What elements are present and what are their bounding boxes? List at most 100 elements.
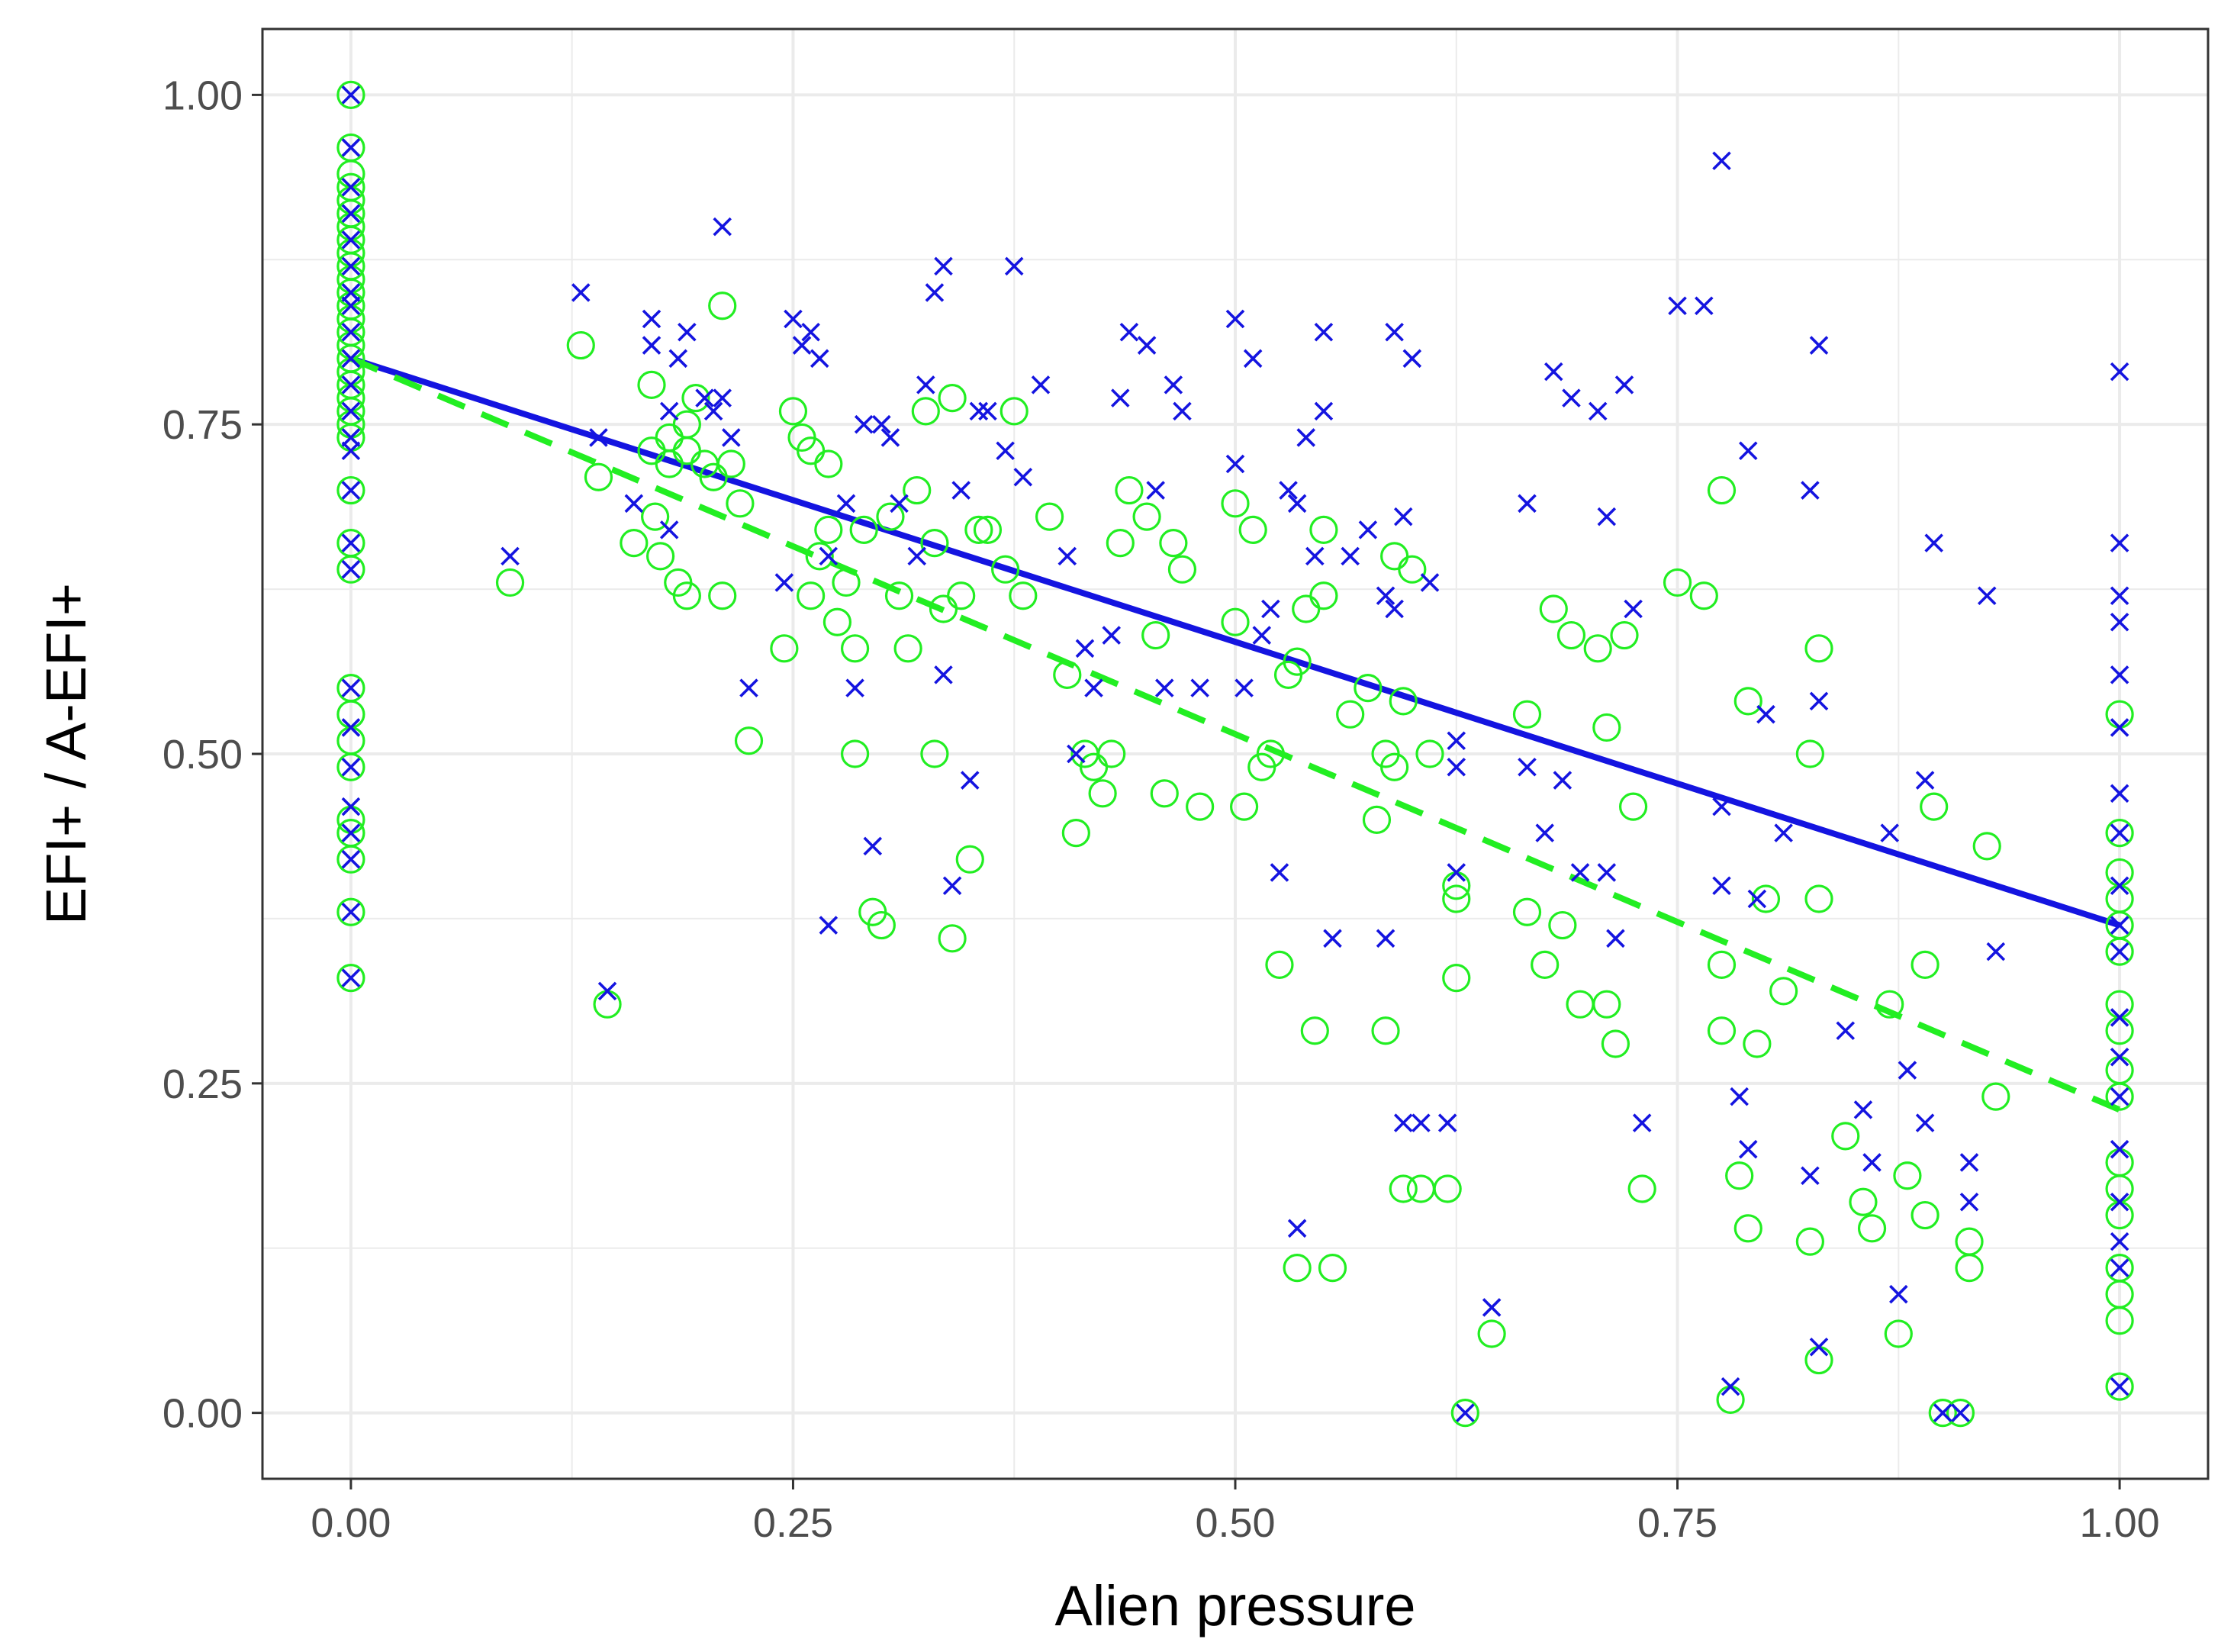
aefi-point xyxy=(716,449,745,478)
aefi-point xyxy=(566,330,595,360)
efi-point xyxy=(1146,481,1165,500)
aefi-point xyxy=(726,489,755,518)
efi-point xyxy=(1482,1298,1502,1317)
efi-point xyxy=(341,441,361,460)
efi-point xyxy=(695,388,714,407)
aefi-point xyxy=(1946,1399,1975,1428)
efi-point xyxy=(1261,599,1280,619)
efi-point xyxy=(1393,507,1413,527)
aefi-point xyxy=(849,515,878,544)
efi-point xyxy=(1712,876,1731,896)
efi-point xyxy=(1225,454,1245,474)
efi-point xyxy=(1323,929,1342,948)
efi-point xyxy=(1420,573,1440,592)
efi-point xyxy=(2110,1087,2129,1106)
efi-point xyxy=(2110,942,2129,961)
efi-point xyxy=(1279,481,1298,500)
aefi-point xyxy=(1389,1174,1418,1203)
aefi-point xyxy=(1000,397,1028,426)
efi-point xyxy=(916,375,935,394)
aefi-point xyxy=(1512,897,1542,926)
y-tick-label: 0.50 xyxy=(163,732,243,778)
aefi-point xyxy=(1981,1082,2010,1111)
efi-point xyxy=(341,428,361,447)
aefi-point xyxy=(1849,1187,1878,1216)
efi-point xyxy=(1809,1337,1829,1357)
aefi-point xyxy=(1415,739,1444,768)
aefi-point xyxy=(1300,1016,1329,1045)
aefi-point xyxy=(1221,607,1250,636)
efi-point xyxy=(1358,520,1378,539)
efi-point xyxy=(1721,1377,1740,1396)
efi-point xyxy=(341,718,361,737)
aefi-point xyxy=(620,529,649,558)
efi-point xyxy=(341,85,361,105)
efi-point xyxy=(1535,823,1554,842)
efi-point xyxy=(1234,678,1254,697)
aefi-point xyxy=(884,581,914,610)
aefi-point xyxy=(1380,752,1409,781)
efi-point xyxy=(1924,533,1943,552)
efi-point xyxy=(1544,362,1563,382)
efi-point xyxy=(1287,1219,1307,1238)
aefi-point xyxy=(947,581,976,610)
efi-point xyxy=(341,349,361,369)
aefi-point xyxy=(973,515,1003,544)
efi-point xyxy=(1898,1061,1917,1080)
efi-point xyxy=(1632,1113,1652,1132)
aefi-point xyxy=(1556,620,1586,650)
aefi-point xyxy=(1035,502,1064,531)
efi-point xyxy=(1341,546,1360,566)
efi-point xyxy=(341,296,361,315)
aefi-point xyxy=(336,845,365,874)
efi-point xyxy=(341,758,361,777)
aefi-point xyxy=(1389,687,1418,716)
efi-point xyxy=(1614,375,1634,394)
aefi-point xyxy=(1884,1319,1913,1348)
aefi-point xyxy=(876,502,905,531)
aefi-point xyxy=(1893,1161,1922,1190)
efi-point xyxy=(1880,823,1900,842)
aefi-point xyxy=(495,568,525,597)
aefi-point xyxy=(1831,1122,1860,1151)
aefi-point xyxy=(1265,950,1294,979)
efi-point xyxy=(668,349,688,369)
efi-point xyxy=(341,230,361,250)
aefi-point xyxy=(1689,581,1718,610)
aefi-point xyxy=(1618,792,1648,821)
efi-point xyxy=(341,204,361,224)
efi-point xyxy=(341,849,361,869)
aefi-point xyxy=(805,542,834,571)
efi-point xyxy=(739,678,758,697)
aefi-point xyxy=(584,462,613,491)
efi-point xyxy=(1738,1139,1758,1159)
efi-point xyxy=(1385,599,1404,619)
efi-point xyxy=(1959,1192,1979,1212)
aefi-point xyxy=(672,581,701,610)
efi-point xyxy=(1809,336,1829,355)
aefi-point xyxy=(1875,990,1904,1019)
efi-point xyxy=(978,401,997,421)
aefi-point xyxy=(778,397,808,426)
efi-point xyxy=(1314,401,1334,421)
aefi-point xyxy=(1857,1214,1887,1243)
aefi-point xyxy=(1450,1399,1479,1428)
efi-point xyxy=(722,428,741,447)
efi-point xyxy=(341,256,361,276)
x-tick-label: 0.25 xyxy=(753,1500,833,1546)
aefi-point xyxy=(1707,1016,1737,1045)
aefi-point xyxy=(814,449,843,478)
aefi-point xyxy=(1238,515,1267,544)
efi-point xyxy=(1314,323,1334,342)
aefi-point xyxy=(1955,1254,1984,1283)
aefi-point xyxy=(1442,964,1471,993)
aefi-point xyxy=(1061,819,1090,848)
efi-point xyxy=(784,309,803,329)
aefi-point xyxy=(1141,620,1170,650)
aefi-point xyxy=(964,515,993,544)
x-tick-label: 0.75 xyxy=(1637,1500,1717,1546)
efi-point xyxy=(1738,441,1758,460)
efi-point xyxy=(1376,929,1395,948)
aefi-point xyxy=(1053,660,1082,689)
